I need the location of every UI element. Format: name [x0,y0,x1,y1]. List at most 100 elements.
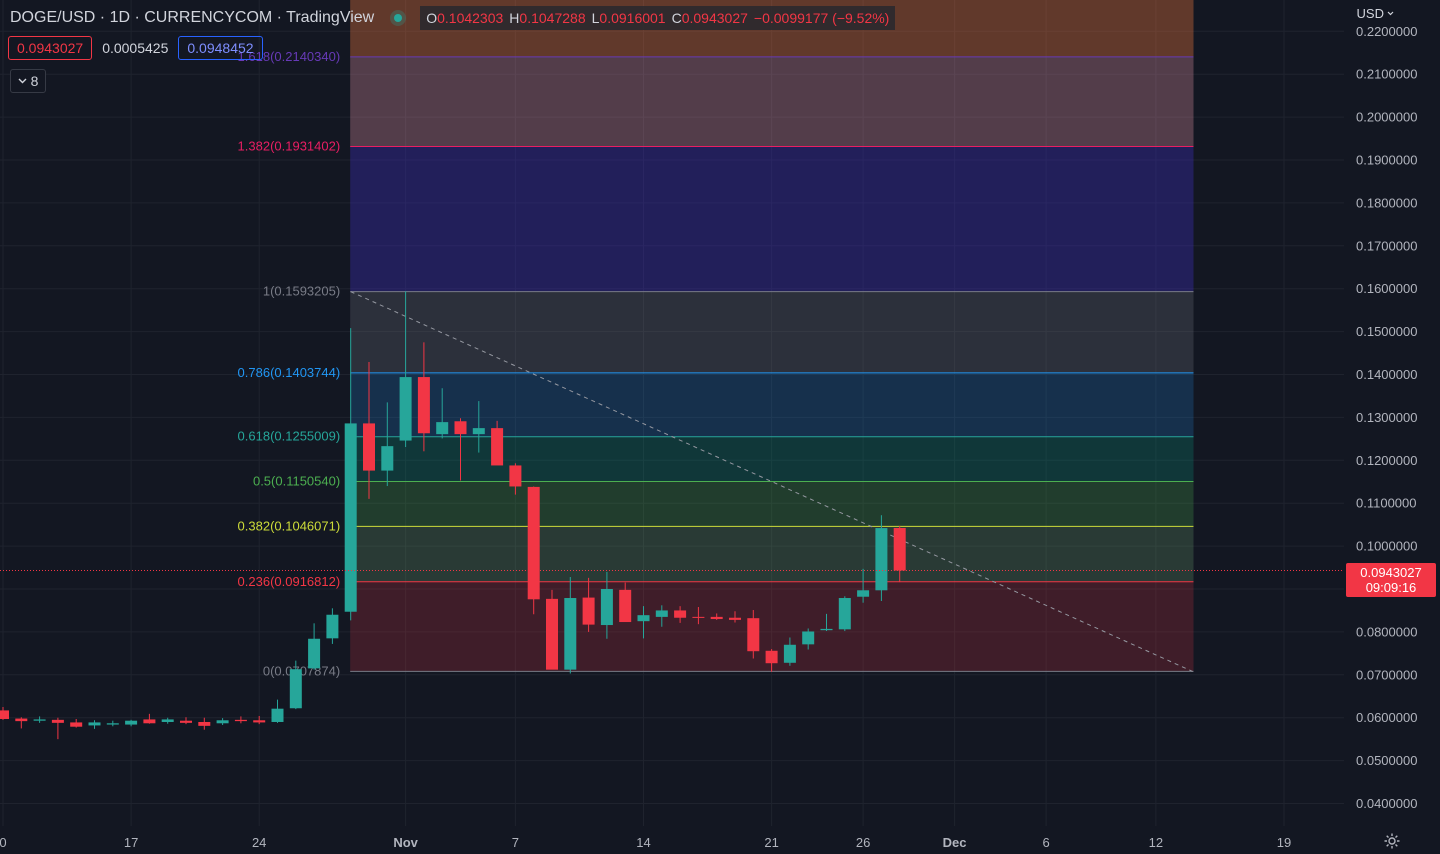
candle-body[interactable] [765,650,778,664]
candle-body[interactable] [106,723,119,725]
indicators-count: 8 [30,73,39,89]
candle-body[interactable] [436,422,449,435]
time-axis-label: 0 [0,835,7,850]
candle-body[interactable] [729,617,741,620]
open-value: 0.1042303 [437,10,504,26]
fib-zone [350,56,1194,147]
quote-boxes: 0.0943027 0.0005425 0.0948452 [8,36,263,60]
fib-zone [350,526,1194,582]
candle-body[interactable] [33,719,46,721]
time-axis-label: 24 [252,835,266,850]
candle-body[interactable] [619,589,632,623]
fib-level-label: 0.5(0.1150540) [253,474,340,489]
candle-body[interactable] [253,720,266,723]
time-axis-label: 7 [512,835,519,850]
price-axis-label: 0.2100000 [1356,67,1417,82]
chevron-down-icon [1387,11,1394,16]
candle-body[interactable] [674,610,687,618]
price-axis-label: 0.1300000 [1356,410,1417,425]
candle-body[interactable] [88,722,101,726]
close-value: 0.0943027 [681,10,748,26]
fib-zone [350,481,1194,527]
price-axis-label: 0.1200000 [1356,453,1417,468]
buy-price-box[interactable]: 0.0948452 [178,36,263,60]
candle-body[interactable] [491,428,504,466]
high-label: H [509,10,520,26]
symbol-title[interactable]: DOGE/USD · 1D · CURRENCYCOM · TradingVie… [10,9,375,26]
candle-body[interactable] [234,719,247,722]
candle-body[interactable] [417,377,430,434]
open-label: O [426,10,438,26]
currency-selector[interactable]: USD [1357,6,1394,21]
candle-body[interactable] [125,720,138,725]
candle-body[interactable] [692,616,705,618]
fib-level-label: 0.618(0.1255009) [238,429,341,444]
candle-body[interactable] [710,616,723,620]
candle-body[interactable] [198,721,211,726]
candle-body[interactable] [655,610,668,617]
candle-body[interactable] [875,528,888,591]
fib-level-label: 1.618(0.2140340) [238,49,341,64]
candle-body[interactable] [582,597,595,625]
price-axis-label: 0.1000000 [1356,539,1417,554]
time-axis-label: Dec [943,835,967,850]
fib-level-label: 0.236(0.0916812) [238,574,341,589]
fib-zone [350,436,1194,482]
price-axis-label: 0.1400000 [1356,367,1417,382]
fib-trend-line[interactable] [350,291,1193,672]
candle-body[interactable] [399,377,412,441]
low-label: L [591,10,600,26]
time-axis-label: 6 [1042,835,1049,850]
candle-body[interactable] [70,722,83,727]
candle-body[interactable] [344,423,357,612]
candle-body[interactable] [0,710,9,719]
candle-body[interactable] [472,428,485,435]
time-axis-label: Nov [393,835,418,850]
candle-body[interactable] [326,614,339,639]
candle-body[interactable] [783,644,796,663]
candle-body[interactable] [857,590,870,597]
price-axis-label: 0.1500000 [1356,324,1417,339]
last-price-value: 0.0943027 [1360,565,1422,580]
price-axis-label: 0.1600000 [1356,281,1417,296]
low-value: 0.0916001 [599,10,666,26]
gear-icon[interactable] [1383,832,1401,850]
time-axis-label: 14 [636,835,650,850]
fib-level-label: 1.382(0.1931402) [238,139,341,154]
candle-body[interactable] [161,719,174,722]
price-axis-label: 0.1900000 [1356,153,1417,168]
chevron-down-icon [18,78,27,84]
price-axis-label: 0.0500000 [1356,753,1417,768]
candle-body[interactable] [838,598,851,630]
last-price-label: 0.0943027 09:09:16 [1346,563,1436,597]
candle-body[interactable] [802,631,815,645]
candle-body[interactable] [381,446,394,471]
price-axis-label: 0.2200000 [1356,24,1417,39]
candle-body[interactable] [893,527,906,571]
candle-body[interactable] [143,719,156,724]
candle-body[interactable] [509,465,522,487]
candle-body[interactable] [363,423,375,471]
candle-body[interactable] [637,615,650,622]
candle-body[interactable] [51,719,64,723]
sell-price-box[interactable]: 0.0943027 [8,36,93,60]
candle-body[interactable] [600,589,613,626]
candle-body[interactable] [454,421,467,435]
fib-zone [350,372,1194,437]
candle-body[interactable] [271,708,284,722]
candle-body[interactable] [308,638,321,669]
candle-body[interactable] [216,720,229,724]
candle-body[interactable] [546,598,558,670]
time-axis-label: 26 [856,835,870,850]
candle-body[interactable] [289,669,302,709]
indicators-toggle[interactable]: 8 [10,69,46,93]
price-axis-label: 0.0700000 [1356,667,1417,682]
candle-body[interactable] [820,628,833,631]
candle-body[interactable] [15,718,28,722]
candle-body[interactable] [180,720,192,723]
candle-body[interactable] [527,486,540,600]
candle-body[interactable] [747,618,760,652]
candle-body[interactable] [564,598,577,670]
price-axis-label: 0.2000000 [1356,110,1417,125]
